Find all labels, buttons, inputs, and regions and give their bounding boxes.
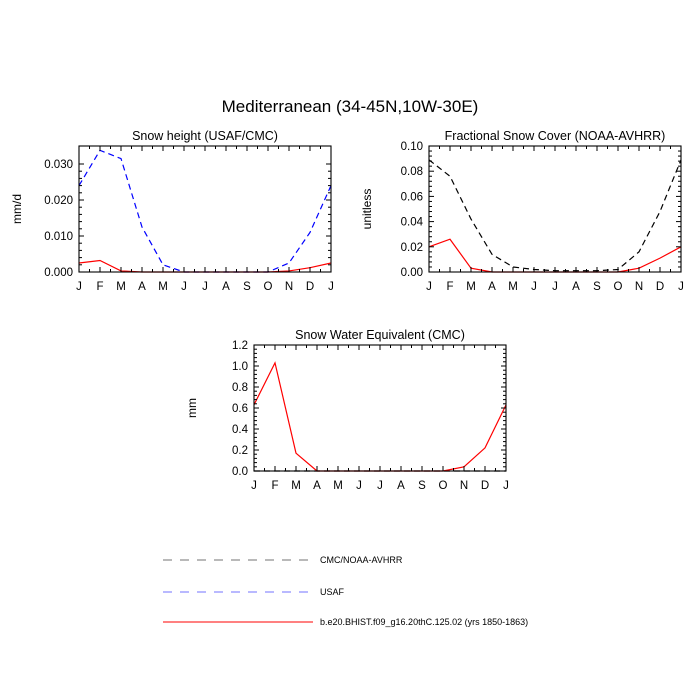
x-tick-label: J: [552, 281, 558, 293]
x-tick-label: O: [264, 281, 273, 293]
y-axis-label: mm/d: [10, 194, 24, 224]
chart-title: Snow height (USAF/CMC): [132, 129, 278, 143]
x-tick-label: J: [426, 281, 432, 293]
x-tick-label: J: [328, 281, 334, 293]
y-tick-label: 0.2: [232, 445, 248, 457]
y-axis-label: mm: [185, 398, 199, 418]
x-tick-label: F: [446, 281, 453, 293]
x-tick-label: J: [377, 480, 383, 492]
x-tick-label: D: [656, 281, 664, 293]
y-tick-label: 0.10: [401, 141, 423, 153]
y-tick-label: 0.04: [401, 217, 424, 229]
panels: Snow height (USAF/CMC)mm/dJ F M A M J J A S O N D J0…: [10, 129, 684, 492]
x-tick-label: F: [271, 480, 278, 492]
x-tick-label: O: [439, 480, 448, 492]
y-tick-label: 0.02: [401, 242, 423, 254]
x-tick-label: A: [138, 281, 146, 293]
x-tick-label: D: [306, 281, 314, 293]
x-tick-label: S: [418, 480, 426, 492]
y-axis-label: unitless: [360, 189, 374, 230]
x-tick-label: M: [508, 281, 518, 293]
legend-label: b.e20.BHIST.f09_g16.20thC.125.02 (yrs 18…: [320, 617, 528, 627]
x-tick-label: A: [488, 281, 496, 293]
x-tick-label: J: [503, 480, 509, 492]
x-tick-label: A: [572, 281, 580, 293]
x-tick-label: J: [202, 281, 208, 293]
y-tick-label: 0.8: [232, 382, 248, 394]
chart-panel-2: Fractional Snow Cover (NOAA-AVHRR) unitle…: [360, 129, 684, 293]
legend-entry-1: CMC/NOAA-AVHRR: [163, 555, 403, 565]
y-tick-label: 0.030: [44, 159, 73, 171]
chart-title: Fractional Snow Cover (NOAA-AVHRR): [445, 129, 666, 143]
x-tick-label: M: [158, 281, 168, 293]
y-tick-label: 1.0: [232, 361, 248, 373]
chart-title: Snow Water Equivalent (CMC): [295, 328, 465, 342]
x-tick-label: F: [96, 281, 103, 293]
x-tick-label: J: [181, 281, 187, 293]
legend-entry-3: b.e20.BHIST.f09_g16.20thC.125.02 (yrs 18…: [163, 617, 528, 627]
y-tick-label: 0.4: [232, 424, 249, 436]
x-tick-label: N: [460, 480, 468, 492]
x-tick-label: D: [481, 480, 489, 492]
x-tick-label: M: [333, 480, 343, 492]
x-tick-label: J: [678, 281, 684, 293]
legend-entry-2: USAF: [163, 587, 345, 597]
x-tick-label: A: [397, 480, 405, 492]
x-tick-label: M: [291, 480, 301, 492]
x-tick-label: J: [76, 281, 82, 293]
x-tick-label: J: [356, 480, 362, 492]
x-tick-label: A: [222, 281, 230, 293]
y-tick-label: 0.6: [232, 403, 248, 415]
chart-panel-3: Snow Water Equivalent (CMC)mmJ F M A M J J A S O N…: [185, 328, 509, 492]
legend-label: CMC/NOAA-AVHRR: [320, 555, 403, 565]
x-tick-label: N: [285, 281, 293, 293]
legend-label: USAF: [320, 587, 345, 597]
y-tick-label: 0.020: [44, 195, 73, 207]
x-tick-label: J: [251, 480, 257, 492]
x-tick-label: O: [614, 281, 623, 293]
y-tick-label: 1.2: [232, 340, 248, 352]
y-tick-label: 0.000: [44, 267, 73, 279]
y-tick-label: 0.08: [401, 166, 423, 178]
y-tick-label: 0.06: [401, 191, 423, 203]
figure-title: Mediterranean (34-45N,10W-30E): [222, 97, 479, 116]
x-tick-label: M: [466, 281, 476, 293]
legend: CMC/NOAA-AVHRR USAF b.e20.BHIST.f09_g16.20…: [163, 555, 528, 627]
y-tick-label: 0.00: [401, 267, 423, 279]
y-tick-label: 0.010: [44, 231, 73, 243]
x-tick-label: M: [116, 281, 126, 293]
x-tick-label: S: [593, 281, 601, 293]
x-tick-label: S: [243, 281, 251, 293]
chart-panel-1: Snow height (USAF/CMC)mm/dJ F M A M J J A S O N D J0…: [10, 129, 334, 293]
x-tick-label: J: [531, 281, 537, 293]
x-tick-label: N: [635, 281, 643, 293]
y-tick-label: 0.0: [232, 466, 248, 478]
x-tick-label: A: [313, 480, 321, 492]
